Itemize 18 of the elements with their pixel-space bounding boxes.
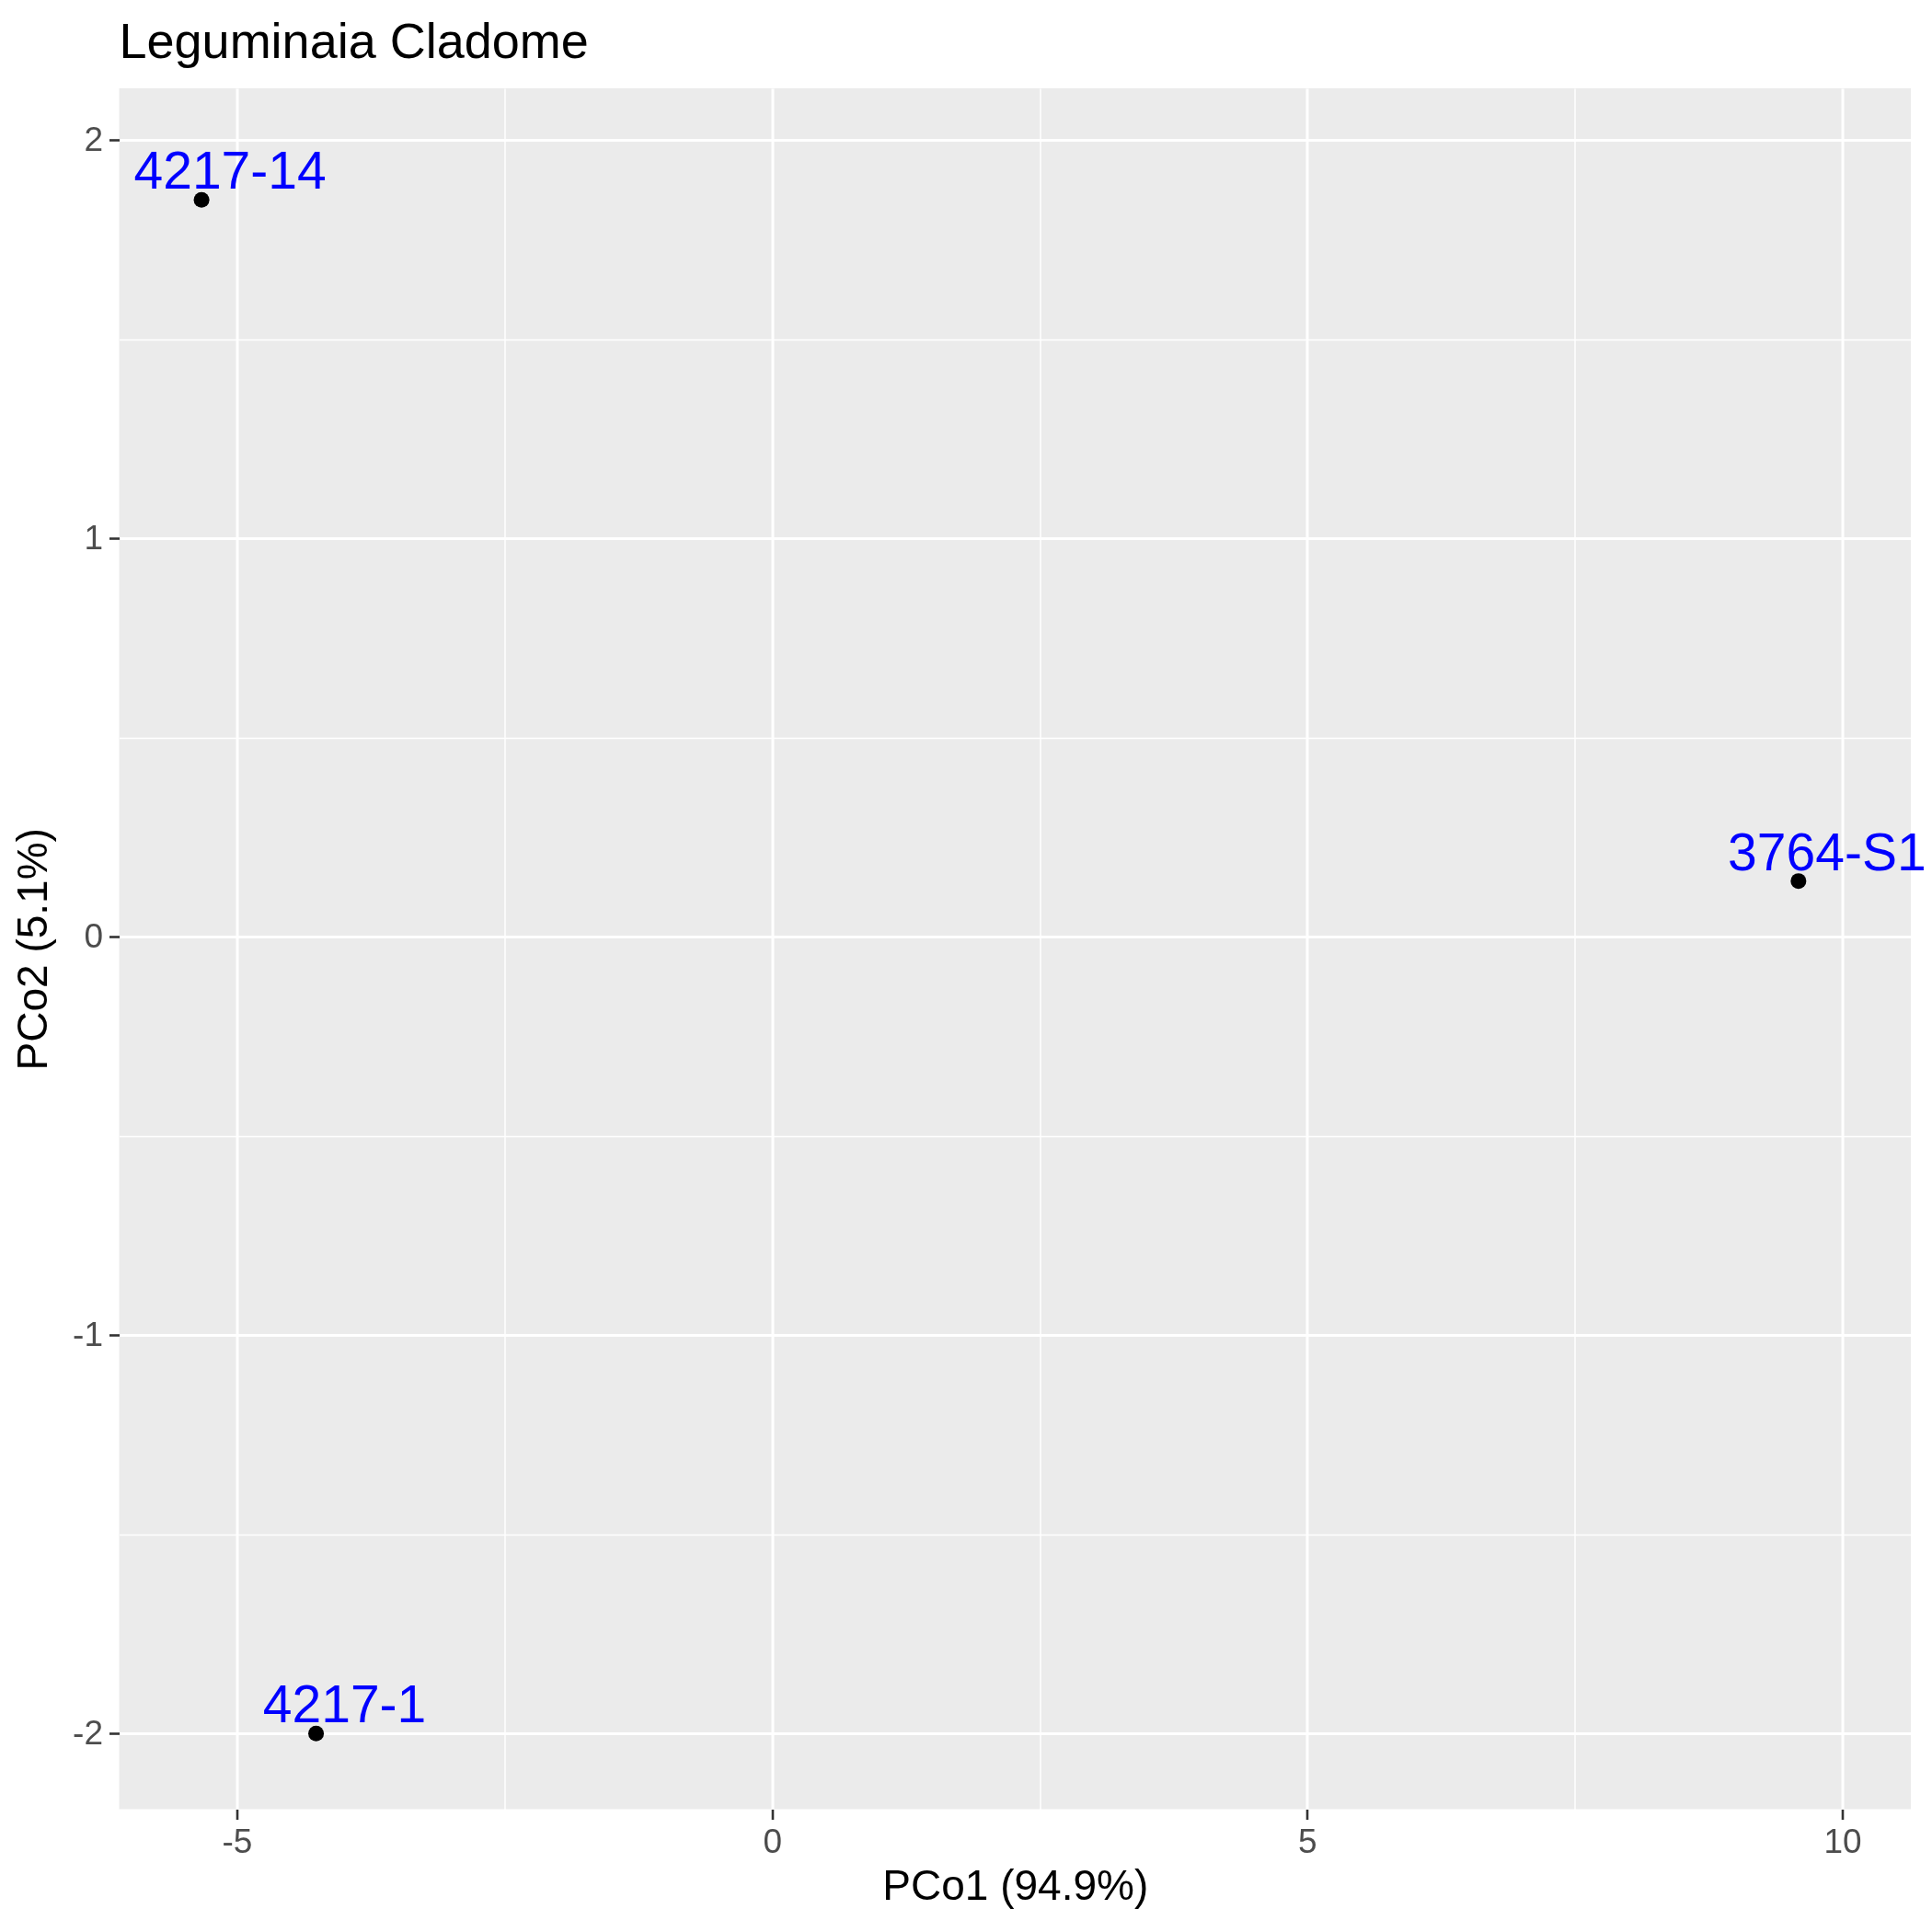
x-tick-label: 10 — [1823, 1823, 1862, 1860]
y-tick-label: 1 — [84, 518, 103, 557]
x-tick-label: 0 — [763, 1823, 782, 1860]
chart-title: Leguminaia Cladome — [119, 13, 589, 68]
x-axis-title: PCo1 (94.9%) — [882, 1861, 1149, 1909]
y-tick-label: 2 — [84, 120, 103, 158]
point — [1790, 873, 1807, 890]
point — [308, 1725, 325, 1742]
x-tick-label: -5 — [222, 1823, 253, 1860]
annotation: 4217-1 — [262, 1674, 427, 1734]
annotation: 3764-S1 — [1728, 822, 1926, 881]
y-axis-title: PCo2 (5.1%) — [8, 828, 57, 1071]
point — [193, 191, 210, 208]
y-tick-label: -1 — [73, 1315, 103, 1353]
x-tick-label: 5 — [1298, 1823, 1317, 1860]
y-tick-label: -2 — [73, 1713, 103, 1752]
y-tick-label: 0 — [84, 916, 103, 955]
annotation: 4217-14 — [133, 141, 327, 201]
